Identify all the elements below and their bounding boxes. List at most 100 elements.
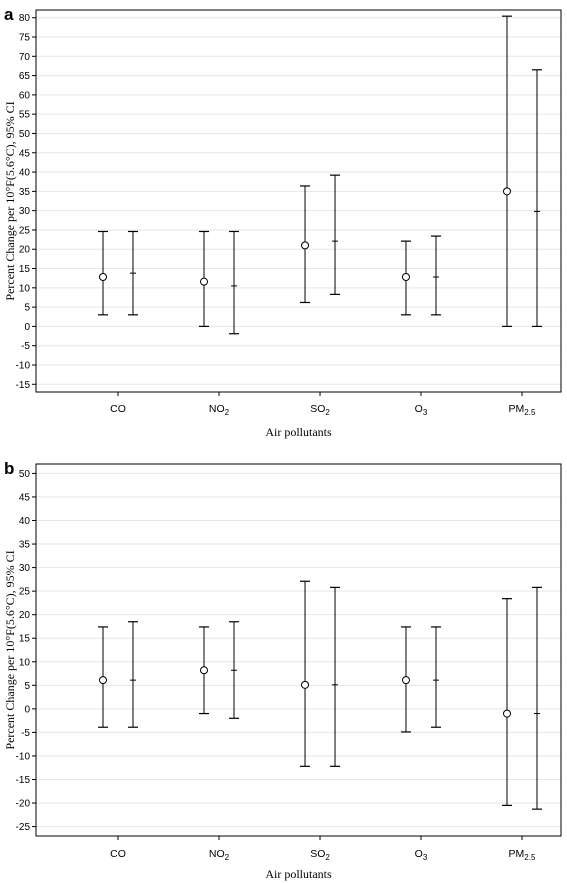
y-tick-label: -20 (16, 799, 31, 810)
y-tick-label: -10 (16, 360, 31, 371)
y-tick-label: 45 (19, 148, 31, 159)
x-tick-label: NO2 (209, 848, 230, 862)
x-axis-title: Air pollutants (265, 425, 332, 439)
plot-frame (36, 464, 561, 836)
error-bar (532, 587, 542, 809)
estimate-point (201, 278, 208, 285)
estimate-point (402, 677, 409, 684)
category-name: O (415, 403, 423, 415)
y-tick-label: -10 (16, 751, 31, 762)
series-1 (98, 16, 512, 326)
y-tick-label: 35 (19, 540, 31, 551)
x-tick-label: NO2 (209, 403, 230, 417)
y-tick-label: 50 (19, 469, 31, 480)
estimate-point (503, 188, 510, 195)
error-bar (431, 236, 441, 315)
plot-frame (36, 10, 561, 392)
error-bar (300, 186, 310, 303)
error-bar (199, 627, 209, 714)
gridlines (36, 18, 561, 385)
error-bar (229, 231, 239, 333)
estimate-point (302, 242, 309, 249)
y-axis: -25 -20 -15 -10 -5 0 5 10 15 20 25 30 35 40 45 50 (16, 469, 36, 833)
y-tick-label: 40 (19, 168, 31, 179)
y-tick-label: 70 (19, 52, 31, 63)
x-axis: CO NO2 SO2 O3 PM2.5 (110, 392, 536, 417)
estimate-point (100, 274, 107, 281)
y-tick-label: 0 (24, 322, 30, 333)
y-axis-title: Percent Change per 10°F(5.6°C), 95% CI (3, 550, 17, 749)
category-name: PM (509, 848, 525, 860)
error-bar (98, 627, 108, 727)
category-subscript: 2 (325, 853, 330, 862)
category-subscript: 2 (225, 408, 230, 417)
x-tick-label: SO2 (310, 848, 330, 862)
x-tick-label: PM2.5 (509, 403, 536, 417)
y-tick-label: -15 (16, 380, 31, 391)
y-tick-label: 0 (24, 704, 30, 715)
y-tick-label: 60 (19, 90, 31, 101)
category-name: NO (209, 403, 225, 415)
y-axis: -15 -10 -5 0 5 10 15 20 25 30 35 40 45 50 55 60 65 70 75 80 (16, 13, 36, 391)
y-tick-label: 55 (19, 110, 31, 121)
category-name: O (415, 848, 423, 860)
category-subscript: 2 (325, 408, 330, 417)
category-name: SO (310, 848, 325, 860)
category-subscript: 2.5 (524, 408, 536, 417)
x-tick-label: PM2.5 (509, 848, 536, 862)
category-name: PM (509, 403, 525, 415)
y-tick-label: 30 (19, 206, 31, 217)
estimate-point (302, 681, 309, 688)
y-tick-label: 15 (19, 264, 31, 275)
category-name: SO (310, 403, 325, 415)
y-tick-label: 40 (19, 516, 31, 527)
x-tick-label: SO2 (310, 403, 330, 417)
x-tick-label: O3 (415, 403, 428, 417)
panel-label: a (4, 5, 14, 24)
category-subscript: 3 (423, 408, 428, 417)
y-tick-label: -25 (16, 822, 31, 833)
series-2 (128, 587, 542, 809)
y-tick-label: -5 (21, 341, 30, 352)
y-tick-label: 5 (24, 681, 30, 692)
y-tick-label: 10 (19, 283, 31, 294)
error-bar (330, 175, 340, 294)
category-subscript: 2.5 (524, 853, 536, 862)
y-tick-label: 25 (19, 225, 31, 236)
y-tick-label: 50 (19, 129, 31, 140)
category-name: NO (209, 848, 225, 860)
estimate-point (201, 667, 208, 674)
panel-label: b (4, 459, 14, 478)
error-bar (502, 16, 512, 326)
y-tick-label: 15 (19, 634, 31, 645)
error-bar (199, 231, 209, 326)
y-tick-label: 10 (19, 657, 31, 668)
x-tick-label: O3 (415, 848, 428, 862)
y-tick-label: 20 (19, 245, 31, 256)
error-bar (401, 627, 411, 732)
error-bar (229, 622, 239, 719)
y-tick-label: 5 (24, 303, 30, 314)
series-2 (128, 70, 542, 334)
y-axis-title: Percent Change per 10°F(5.6°C), 95% CI (3, 101, 17, 300)
panel-a: -15 -10 -5 0 5 10 15 20 25 30 35 40 45 50 55 60 65 70 75 80… (3, 5, 561, 439)
error-bar (98, 231, 108, 314)
y-tick-label: 80 (19, 13, 31, 24)
x-axis-title: Air pollutants (265, 867, 332, 881)
x-tick-label: CO (110, 403, 126, 415)
x-tick-label: CO (110, 848, 126, 860)
panel-b: -25-20-15-10-505101520253035404550CO NO2 S… (3, 459, 561, 881)
y-tick-label: 20 (19, 610, 31, 621)
estimate-point (100, 677, 107, 684)
y-tick-label: 75 (19, 33, 31, 44)
estimate-point (503, 710, 510, 717)
error-bar (502, 599, 512, 806)
y-tick-label: 25 (19, 587, 31, 598)
error-bar (431, 627, 441, 727)
y-tick-label: 45 (19, 492, 31, 503)
y-tick-label: 35 (19, 187, 31, 198)
y-tick-label: -5 (21, 728, 30, 739)
x-axis: CO NO2 SO2 O3 PM2.5 (110, 836, 536, 862)
category-name: CO (110, 848, 126, 860)
